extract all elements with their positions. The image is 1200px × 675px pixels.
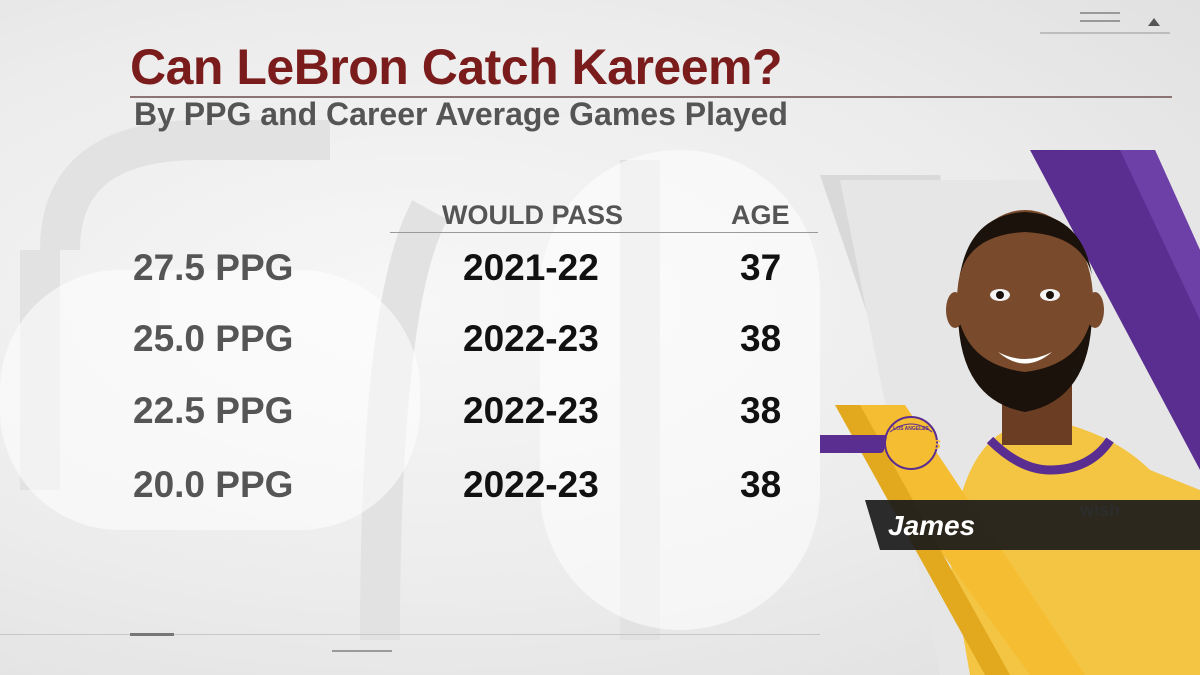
purple-stripe (1030, 150, 1200, 470)
lakers-logo-icon: LAKERS LOS ANGELES (820, 416, 941, 470)
ppg-cell: 27.5 PPG (133, 247, 294, 288)
ppg-cell: 22.5 PPG (133, 390, 294, 431)
season-cell: 2022-23 (463, 464, 599, 505)
age-cell: 38 (740, 464, 782, 505)
table-row: 22.5 PPG 2022-23 38 (0, 381, 820, 441)
corner-decoration (1040, 12, 1170, 34)
season-cell: 2021-22 (463, 247, 599, 288)
age-cell: 38 (740, 318, 782, 359)
bottom-decoration (0, 633, 820, 652)
player-name: James (888, 510, 975, 541)
age-cell: 37 (740, 247, 782, 288)
nameplate (865, 500, 1200, 550)
season-cell: 2022-23 (463, 318, 599, 359)
column-header-age: AGE (731, 200, 790, 230)
header-divider (390, 232, 818, 233)
graphic-subtitle: By PPG and Career Average Games Played (134, 96, 788, 132)
ppg-cell: 25.0 PPG (133, 318, 294, 359)
age-cell: 38 (740, 390, 782, 431)
lakers-logo-subtext: LOS ANGELES (893, 426, 929, 432)
table-row: 27.5 PPG 2021-22 37 (0, 238, 820, 298)
ppg-cell: 20.0 PPG (133, 464, 294, 505)
table-row: 20.0 PPG 2022-23 38 (0, 455, 820, 515)
column-header-would-pass: WOULD PASS (442, 200, 623, 230)
season-cell: 2022-23 (463, 390, 599, 431)
graphic-title: Can LeBron Catch Kareem? (130, 39, 783, 95)
title-divider (130, 96, 1172, 98)
lakers-logo-text: LAKERS (887, 437, 941, 452)
table-row: 25.0 PPG 2022-23 38 (0, 309, 820, 369)
player-panel: LAKERS LOS ANGELES wish James (820, 150, 1200, 675)
